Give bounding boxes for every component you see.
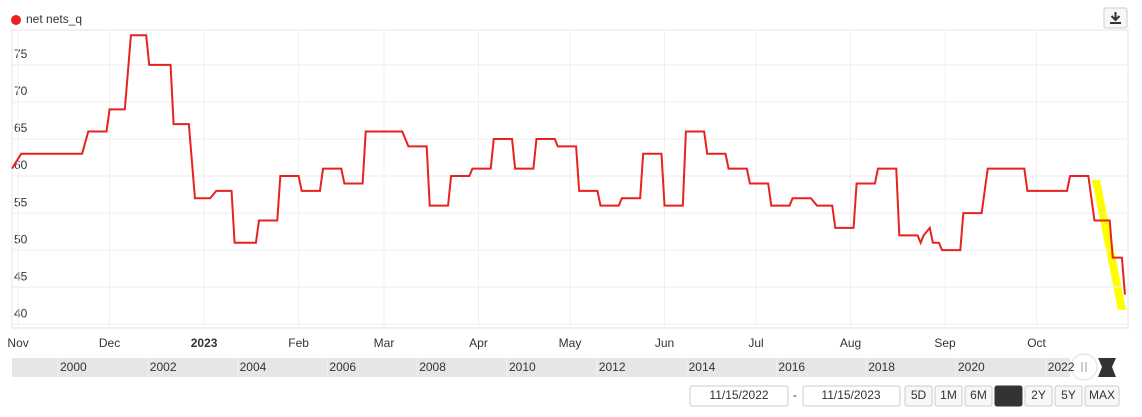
x-tick-label: May: [559, 336, 582, 350]
date-from: 11/15/2022: [709, 388, 768, 402]
highlight: [1092, 180, 1126, 310]
data-line: [11, 34, 1126, 295]
date-to: 11/15/2023: [821, 388, 880, 402]
navigator-label: 2018: [868, 360, 895, 374]
y-tick-label: 65: [14, 121, 28, 135]
x-tick-label: Nov: [7, 336, 28, 350]
range-button-label[interactable]: 2Y: [1031, 388, 1046, 402]
range-button-label[interactable]: 5Y: [1061, 388, 1076, 402]
navigator-handle[interactable]: [1098, 358, 1116, 377]
download-icon: [1110, 12, 1121, 24]
y-tick-label: 45: [14, 269, 28, 283]
range-button-label[interactable]: 1Y: [1001, 388, 1016, 402]
navigator-label: 2010: [509, 360, 536, 374]
range-button[interactable]: [1084, 385, 1120, 407]
legend-symbol[interactable]: [11, 15, 21, 25]
navigator-label: 2002: [150, 360, 177, 374]
x-tick-label: Apr: [469, 336, 488, 350]
y-tick-label: 70: [14, 84, 28, 98]
x-tick-label: 2023: [191, 336, 218, 350]
x-tick-label: Jun: [655, 336, 674, 350]
navigator-label: 2016: [778, 360, 805, 374]
range-button[interactable]: [1024, 385, 1053, 407]
x-tick-label: Feb: [288, 336, 309, 350]
range-button-label[interactable]: MAX: [1089, 388, 1115, 402]
range-button[interactable]: [964, 385, 993, 407]
range-button-label[interactable]: 6M: [970, 388, 987, 402]
y-tick-label: 75: [14, 47, 28, 61]
x-tick-label: Sep: [934, 336, 956, 350]
x-tick-label: Mar: [374, 336, 395, 350]
date-input[interactable]: [802, 385, 901, 407]
legend-label[interactable]: net nets_q: [26, 12, 82, 26]
navigator-handle[interactable]: [1070, 353, 1098, 381]
range-button[interactable]: [904, 385, 933, 407]
date-separator: -: [793, 388, 797, 402]
navigator-label: 2006: [329, 360, 356, 374]
x-tick-label: Aug: [840, 336, 861, 350]
range-button[interactable]: [934, 385, 963, 407]
navigator-label: 2020: [958, 360, 985, 374]
handle-grip: [1081, 362, 1087, 372]
range-button-label[interactable]: 5D: [911, 388, 927, 402]
navigator-label: 2012: [599, 360, 626, 374]
x-tick-label: Oct: [1027, 336, 1046, 350]
date-input[interactable]: [689, 385, 789, 407]
navigator-label: 2000: [60, 360, 87, 374]
navigator-label: 2008: [419, 360, 446, 374]
navigator-label: 2022: [1048, 360, 1075, 374]
range-button[interactable]: [1054, 385, 1083, 407]
x-tick-label: Dec: [99, 336, 120, 350]
range-button-label[interactable]: 1M: [940, 388, 957, 402]
y-tick-label: 55: [14, 195, 28, 209]
navigator[interactable]: [12, 358, 1070, 377]
y-tick-label: 50: [14, 232, 28, 246]
y-tick-label: 40: [14, 306, 28, 320]
navigator-label: 2014: [689, 360, 716, 374]
range-button[interactable]: [994, 385, 1023, 407]
navigator-label: 2004: [240, 360, 267, 374]
x-tick-label: Jul: [748, 336, 763, 350]
